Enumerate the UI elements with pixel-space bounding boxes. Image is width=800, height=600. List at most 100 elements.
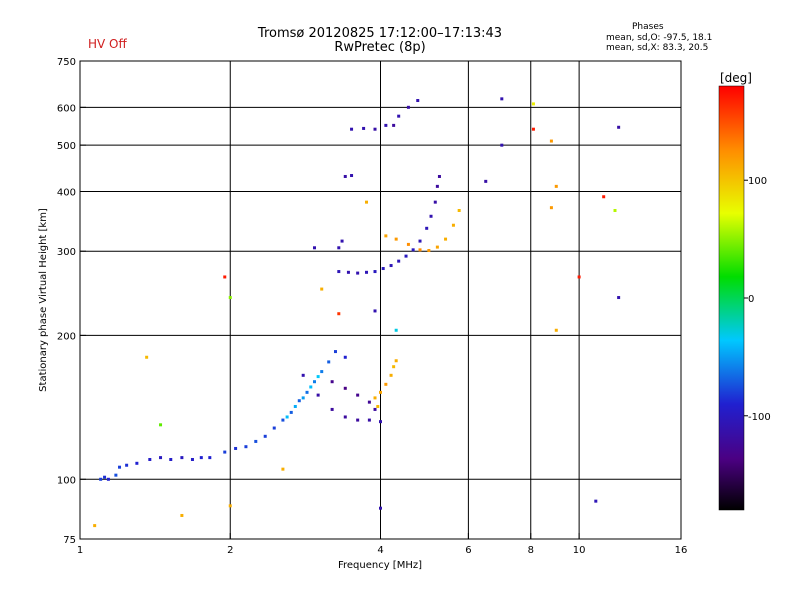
data-point: [337, 312, 341, 316]
data-point: [384, 123, 388, 127]
data-point: [135, 461, 139, 465]
data-point: [114, 473, 118, 477]
data-point: [343, 355, 347, 359]
data-point: [93, 524, 97, 528]
data-point: [617, 296, 621, 300]
data-point: [437, 174, 441, 178]
data-point: [190, 457, 194, 461]
data-point: [228, 296, 232, 300]
data-point: [293, 404, 297, 408]
phases-heading: Phases: [632, 22, 664, 32]
data-point: [180, 513, 184, 517]
data-point: [425, 226, 429, 230]
data-point: [234, 446, 238, 450]
data-point: [365, 200, 369, 204]
data-point: [343, 415, 347, 419]
colorbar-ticks: 100 0 -100: [744, 176, 771, 423]
colorbar-tick-label: -100: [748, 412, 771, 423]
data-point: [327, 360, 331, 364]
data-point: [159, 423, 163, 427]
data-point: [316, 393, 320, 397]
data-point: [346, 270, 350, 274]
data-point: [451, 223, 455, 227]
data-point: [617, 125, 621, 129]
chart-subtitle: RwPretec (8p): [334, 40, 426, 55]
data-point: [285, 415, 289, 419]
data-point: [389, 373, 393, 377]
data-point: [554, 328, 558, 332]
y-tick-label: 300: [57, 247, 76, 258]
data-point: [379, 420, 382, 424]
data-point: [312, 380, 316, 384]
data-point: [389, 264, 393, 268]
data-point: [118, 465, 122, 469]
data-point: [254, 439, 258, 443]
data-point: [602, 195, 606, 199]
data-point: [549, 206, 553, 210]
data-point: [320, 287, 324, 291]
data-point: [180, 456, 184, 460]
chart-title: Tromsø 20120825 17:12:00–17:13:43: [257, 26, 503, 41]
data-point: [394, 359, 398, 363]
data-point: [484, 179, 488, 183]
data-point: [356, 418, 360, 422]
data-point: [416, 99, 420, 103]
data-point: [169, 457, 173, 461]
data-point: [429, 214, 433, 218]
x-tick-label: 8: [528, 545, 534, 556]
data-point: [281, 467, 285, 471]
data-point: [223, 450, 227, 454]
x-tick-label: 10: [573, 545, 586, 556]
data-point: [379, 506, 382, 510]
data-point: [208, 456, 212, 460]
data-point: [356, 393, 360, 397]
data-point: [394, 237, 398, 241]
x-tick-label: 1: [77, 545, 83, 556]
data-point: [427, 249, 431, 253]
y-tick-label: 600: [57, 103, 76, 114]
data-point: [554, 184, 558, 188]
data-point: [350, 127, 354, 131]
data-point: [397, 259, 401, 263]
y-axis-label: Stationary phase Virtual Height [km]: [38, 208, 49, 392]
data-point: [289, 410, 293, 414]
data-point: [531, 102, 535, 106]
y-tick-label: 500: [57, 141, 76, 152]
data-point: [330, 380, 334, 384]
data-point: [411, 248, 415, 252]
data-point: [531, 127, 535, 131]
data-point: [418, 248, 422, 252]
data-point: [316, 375, 320, 379]
data-point: [594, 499, 598, 503]
data-point: [340, 239, 344, 243]
data-point: [392, 123, 396, 127]
data-point: [406, 105, 410, 109]
data-point: [159, 456, 163, 460]
data-point: [263, 434, 267, 438]
data-point: [343, 174, 347, 178]
data-point: [312, 246, 316, 250]
data-point: [362, 126, 366, 130]
data-point: [500, 97, 504, 101]
data-point: [577, 275, 581, 279]
data-point: [337, 246, 341, 250]
data-point: [435, 184, 439, 188]
data-point: [320, 370, 324, 374]
data-point: [145, 355, 149, 359]
data-point: [418, 239, 422, 243]
data-point: [272, 426, 276, 430]
y-tick-label: 100: [57, 475, 76, 486]
data-point: [406, 242, 410, 246]
x-tick-label: 2: [227, 545, 233, 556]
data-point: [297, 399, 301, 403]
x-tick-label: 4: [377, 545, 383, 556]
data-point: [309, 385, 313, 389]
data-point: [199, 456, 203, 460]
data-point: [457, 209, 461, 213]
data-point: [397, 114, 401, 118]
data-point: [376, 404, 380, 408]
status-label: HV Off: [88, 37, 127, 51]
data-point: [106, 477, 110, 481]
data-point: [373, 270, 377, 274]
